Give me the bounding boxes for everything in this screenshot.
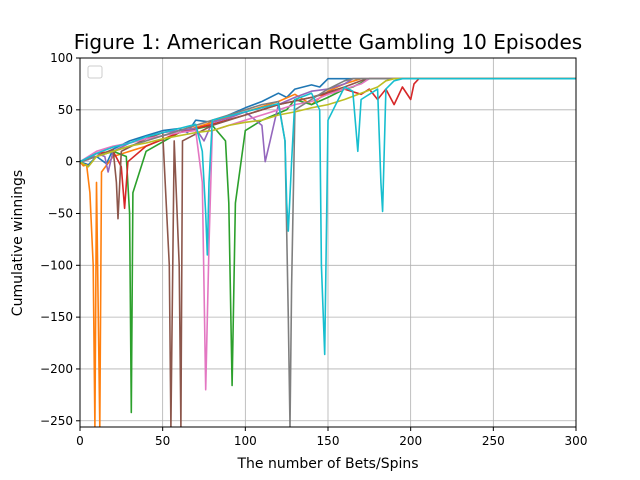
y-tick-label: 100 (50, 51, 73, 65)
series-line-1 (80, 77, 576, 166)
x-tick-label: 300 (565, 434, 588, 448)
x-axis-label: The number of Bets/Spins (236, 456, 418, 472)
series-line-8 (80, 77, 576, 427)
y-tick-label: −150 (40, 310, 73, 324)
series-line-9 (80, 77, 576, 168)
x-tick-label: 100 (234, 434, 257, 448)
ticks: 0 50 100 150 200 250 300 −250 −200 −150 −100 −50 0 50… (40, 51, 587, 448)
series-layer (80, 77, 576, 427)
x-tick-label: 50 (155, 434, 170, 448)
y-tick-label: 50 (58, 103, 73, 117)
series-line-3 (80, 77, 576, 414)
legend-box (87, 65, 103, 79)
y-tick-label: −200 (40, 362, 73, 376)
x-tick-label: 0 (76, 434, 84, 448)
series-line-6 (80, 77, 576, 427)
series-line-10 (80, 77, 576, 356)
x-tick-label: 200 (399, 434, 422, 448)
y-tick-label: −250 (40, 414, 73, 428)
x-tick-label: 250 (482, 434, 505, 448)
grid (79, 57, 577, 427)
y-tick-label: −100 (40, 258, 73, 272)
y-tick-label: −50 (48, 206, 73, 220)
y-tick-label: 0 (65, 155, 73, 169)
y-axis-label: Cumulative winnings (10, 170, 26, 316)
x-tick-label: 150 (317, 434, 340, 448)
chart-title: Figure 1: American Roulette Gambling 10 … (74, 30, 582, 54)
